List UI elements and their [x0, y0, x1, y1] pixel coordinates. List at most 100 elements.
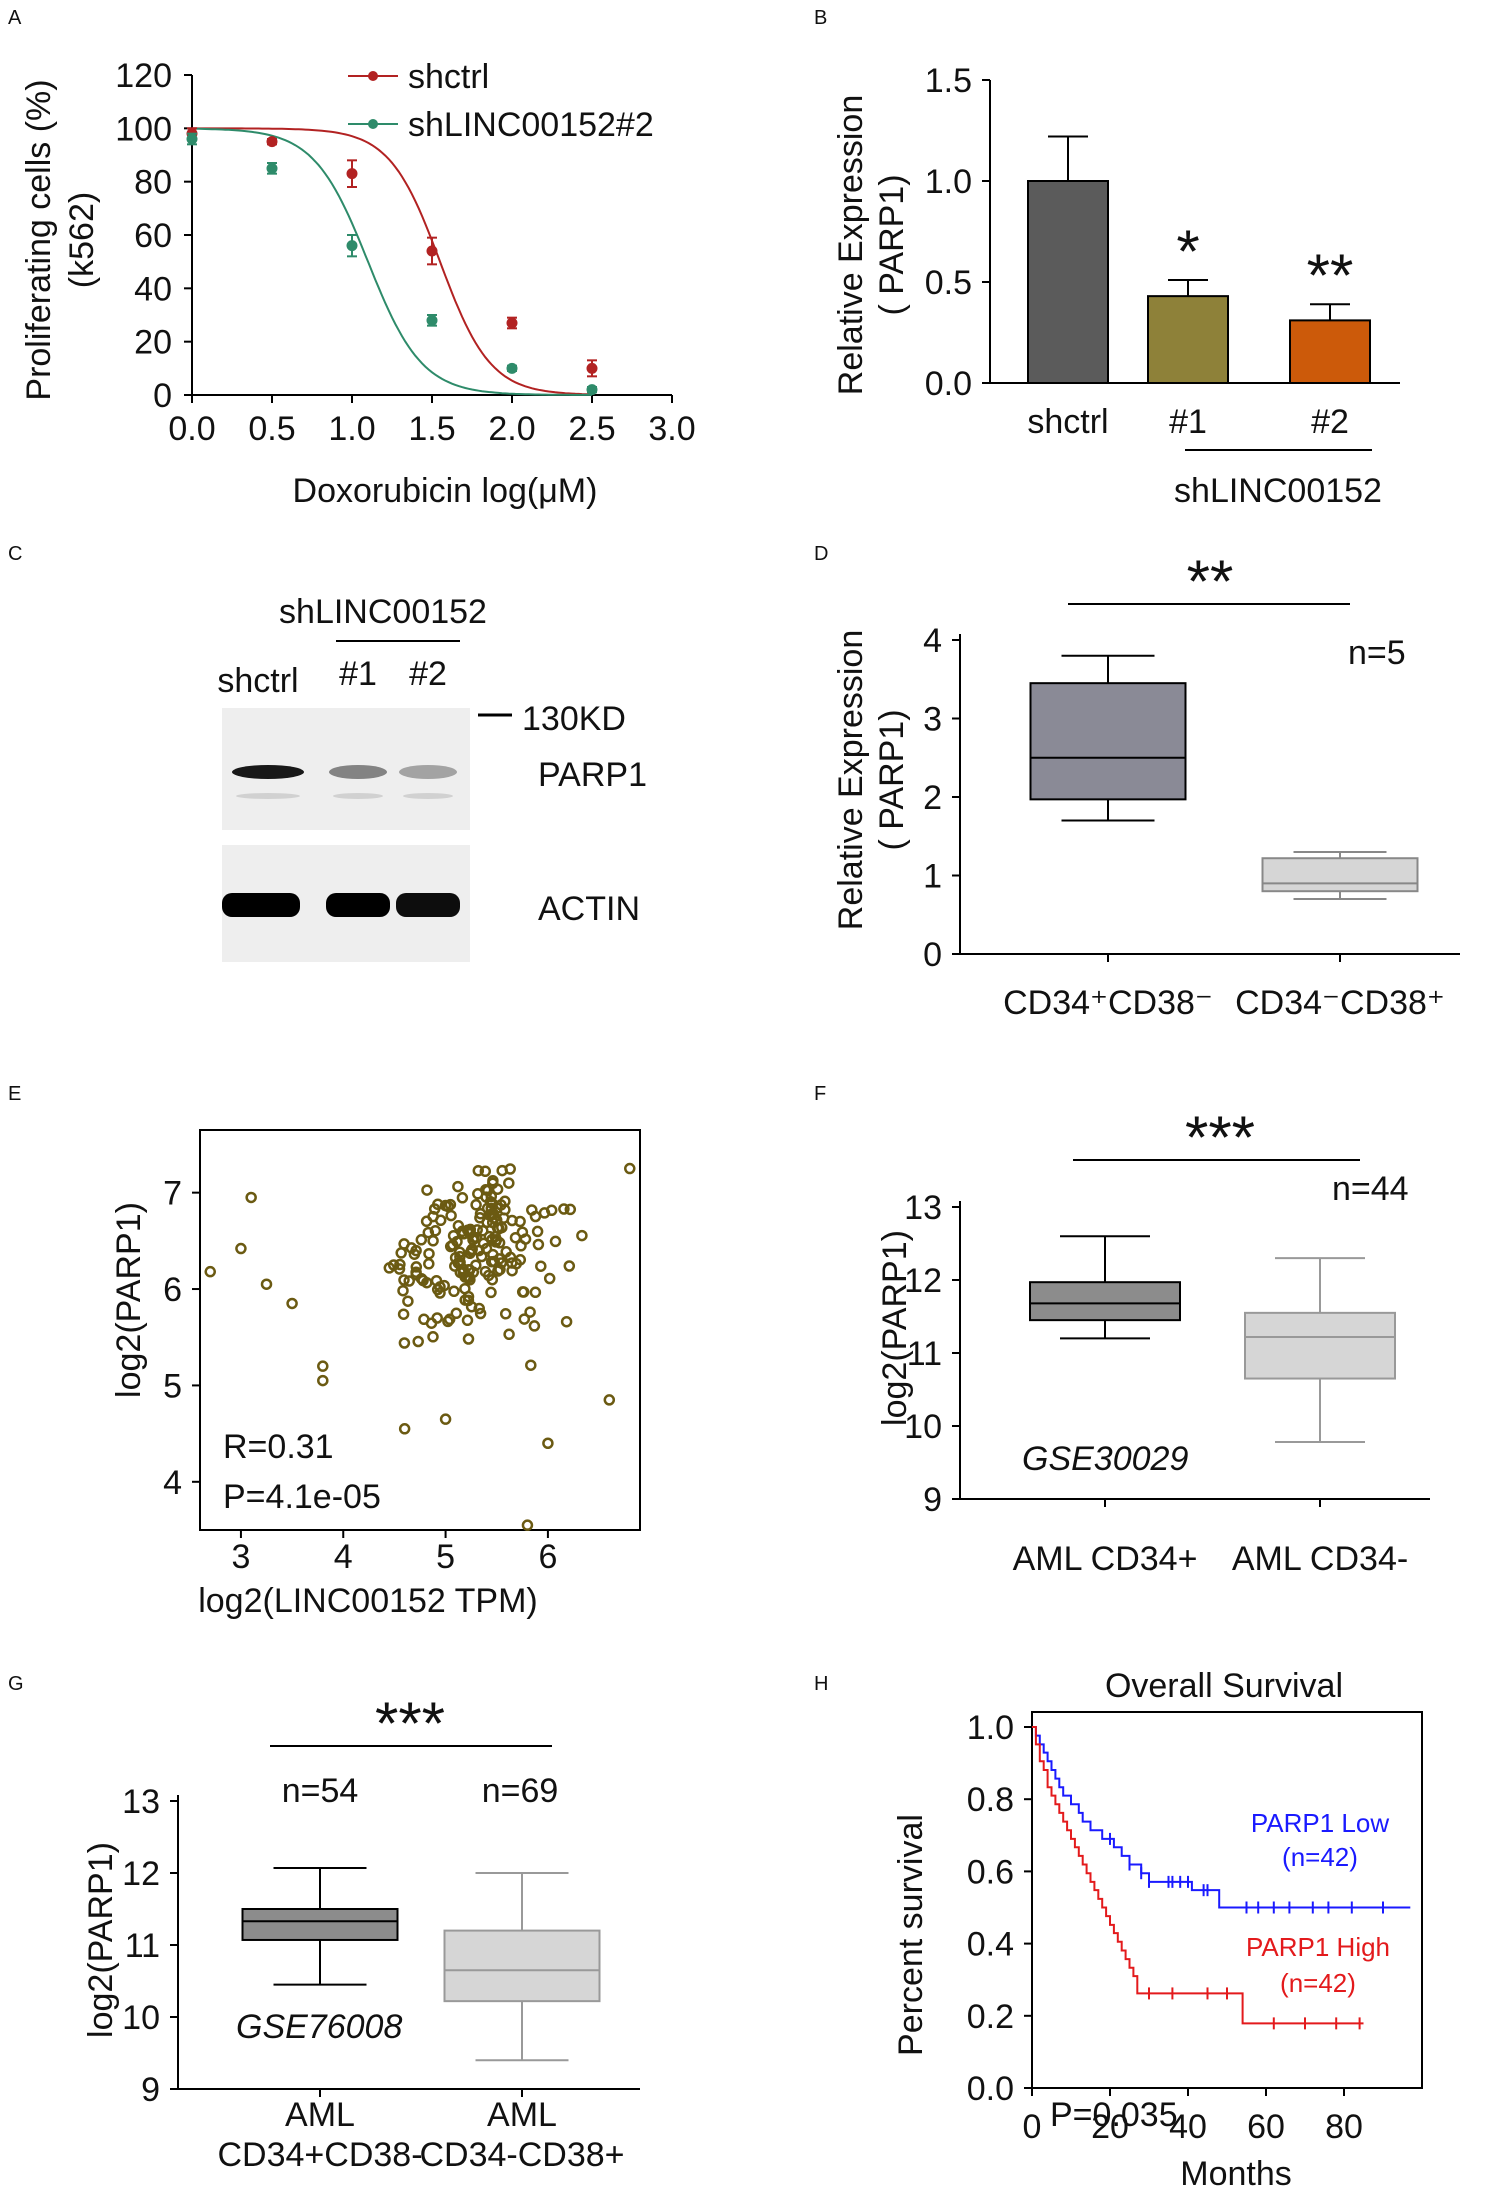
panel-letter-e: E: [8, 1083, 21, 1105]
scatter-point: [504, 1251, 517, 1264]
data-point: [266, 162, 278, 174]
band-faint: [236, 793, 300, 799]
blot-header: shLINC00152: [279, 593, 487, 631]
scatter-point: [491, 1222, 504, 1234]
data-point: [586, 362, 598, 374]
chart-title: Overall Survival: [1105, 1667, 1343, 1705]
scatter-point: [465, 1244, 478, 1257]
bar-shctrl: [1027, 180, 1109, 384]
y-tick-label: 1.5: [925, 62, 972, 100]
scatter-point: [487, 1174, 499, 1187]
scatter-point: [482, 1269, 495, 1282]
n-label-group-1: n=54: [282, 1772, 359, 1810]
panel-letter-f: F: [814, 1083, 826, 1105]
p-value: P=4.1e-05: [223, 1478, 381, 1516]
scatter-point: [479, 1165, 492, 1178]
x-axis-label: Doxorubicin log(μM): [293, 472, 598, 510]
scatter-point: [524, 1306, 536, 1318]
scatter-point: [472, 1164, 485, 1177]
scatter-point: [563, 1260, 576, 1272]
n-label: n=5: [1348, 634, 1406, 672]
scatter-point: [415, 1234, 428, 1246]
bar-#1: [1147, 295, 1229, 385]
y-tick-label: 1.0: [967, 1709, 1014, 1747]
x-tick-label: 2.5: [568, 410, 615, 448]
box: [443, 1929, 601, 2003]
scatter-point: [397, 1308, 410, 1320]
scatter-point: [624, 1162, 636, 1175]
y-tick-label: 0.4: [967, 1926, 1014, 1964]
x-tick-label: AML CD34+: [1013, 1540, 1198, 1578]
significance-label: ***: [1185, 1104, 1255, 1171]
scatter-point: [526, 1204, 538, 1216]
dose-response-chart: 0 20 40 60 80 100 120 0.0 0.5 1.0 1.5 2.0 2.5 3.0 Pro…: [20, 57, 696, 510]
boxplot-axes: 9 10 11 12 13: [904, 1189, 1430, 1519]
y-tick-label: 4: [163, 1464, 182, 1502]
y-tick-label: 0.2: [967, 1998, 1014, 2036]
survival-axes: 0.0 0.2 0.4 0.6 0.8 1.0 0 20 40 60 80: [967, 1709, 1423, 2146]
y-axis-label: log2(PARP1): [876, 1230, 914, 1426]
scatter-point: [452, 1180, 464, 1193]
plot-frame: [1031, 1711, 1423, 2089]
fit-curve-shctrl: [192, 127, 593, 396]
dataset-label: GSE30029: [1022, 1440, 1188, 1478]
significance-label: *: [1176, 218, 1199, 285]
scatter-point: [439, 1413, 452, 1425]
scatter-point: [528, 1320, 541, 1332]
y-tick-label: 12: [904, 1262, 942, 1300]
scatter-point: [503, 1177, 515, 1189]
x-tick-label: CD34⁺CD38⁻: [1003, 984, 1213, 1022]
scatter-point: [518, 1313, 531, 1325]
scatter-point: [503, 1328, 515, 1341]
x-tick-label: 3.0: [648, 410, 695, 448]
x-tick-label: 60: [1247, 2108, 1285, 2146]
scatter-point: [499, 1308, 512, 1320]
y-tick-label: 6: [163, 1271, 182, 1309]
scatter-point: [517, 1286, 530, 1298]
box: [1244, 1311, 1396, 1380]
x-tick-label: CD34+CD38-: [217, 2136, 422, 2174]
y-tick-label: 11: [907, 1335, 942, 1373]
scatter-point: [423, 1258, 435, 1270]
y-axis-label: Relative Expression: [832, 95, 870, 395]
scatter-point: [398, 1238, 410, 1250]
box: [1029, 1281, 1181, 1322]
marker-label: 130KD: [522, 700, 626, 738]
x-tick-label: shctrl: [1027, 403, 1108, 441]
legend-label-shctrl: shctrl: [408, 58, 489, 96]
scatter-point: [398, 1423, 411, 1435]
scatter-point: [410, 1266, 422, 1278]
legend-marker-shctrl: [368, 71, 378, 81]
boxplot-sorted-cells: 0 1 2 3 4 CD34⁺CD38⁻ CD34⁻CD38⁺ Relative Expr…: [832, 548, 1460, 1022]
scatter-point: [479, 1184, 492, 1196]
scatter-point: [477, 1237, 490, 1250]
scatter-point: [499, 1195, 511, 1208]
scatter-point: [421, 1276, 433, 1289]
scatter-point: [449, 1260, 461, 1272]
scatter-point: [410, 1244, 422, 1257]
scatter-point: [422, 1226, 435, 1239]
scatter-point: [394, 1258, 406, 1271]
scatter-point: [461, 1271, 474, 1283]
y-tick-label: 0.6: [967, 1853, 1014, 1891]
data-point: [346, 240, 358, 252]
y-axis-label: log2(PARP1): [82, 1842, 120, 2038]
x-tick-label: 1.5: [408, 410, 455, 448]
legend-n-low: (n=42): [1282, 1842, 1358, 1872]
scatter-point: [448, 1285, 460, 1298]
data-point: [586, 384, 598, 396]
scatter-point: [509, 1231, 522, 1244]
fit-curve-shLINC00152#2: [191, 127, 592, 396]
legend-label-high: PARP1 High: [1246, 1932, 1390, 1962]
scatter-point: [397, 1284, 409, 1297]
y-axis-label-sub: ( PARP1): [873, 709, 911, 850]
x-tick-label: AML: [285, 2096, 355, 2134]
x-tick-label: 5: [436, 1538, 455, 1576]
group-label: shLINC00152: [1174, 472, 1382, 510]
y-tick-label: 3: [923, 701, 942, 739]
band-faint: [403, 793, 453, 799]
scatter-point: [427, 1235, 439, 1247]
band-parp1: [329, 765, 387, 779]
y-tick-label: 0: [923, 936, 942, 974]
panel-letter-a: A: [8, 7, 22, 29]
